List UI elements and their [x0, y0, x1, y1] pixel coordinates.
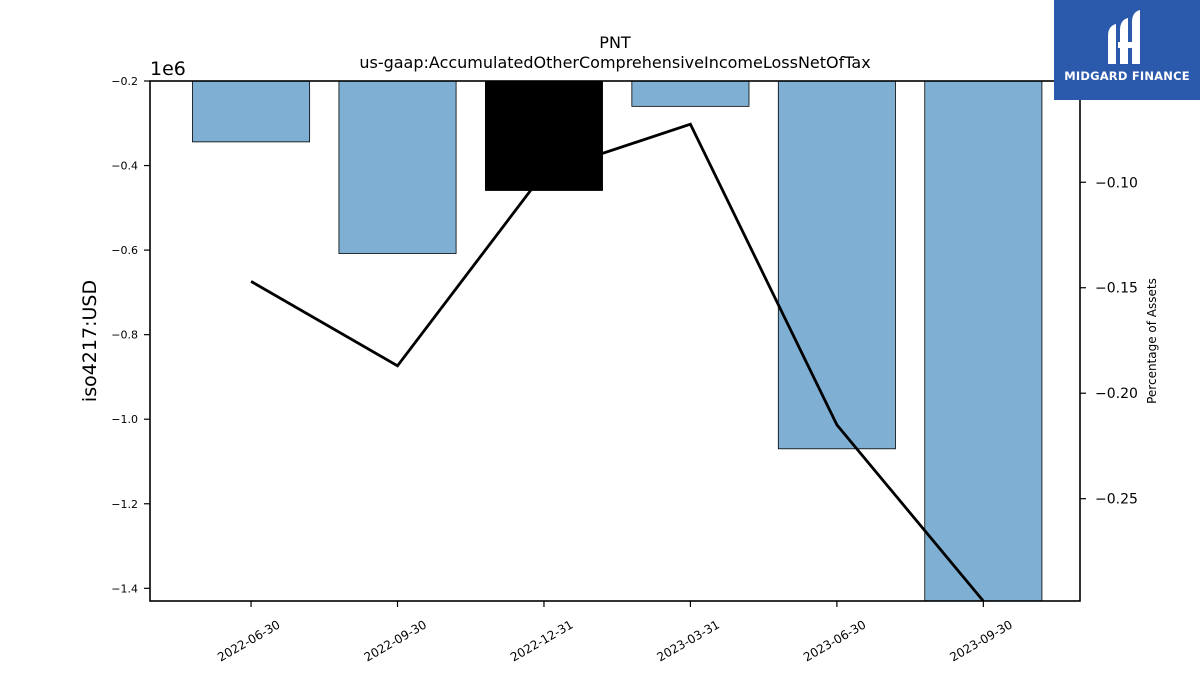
y-tick-label: −0.8 — [111, 329, 138, 342]
y-tick-label: −0.2 — [111, 75, 138, 88]
percentage-line — [250, 122, 985, 601]
y-axis-scale-label: 1e6 — [150, 58, 186, 80]
y2-tick-label: −0.15 — [1095, 281, 1138, 297]
y2-tick-label: −0.25 — [1095, 492, 1138, 508]
bar-2023-09-30 — [924, 81, 1043, 601]
x-tick-label: 2022-12-31 — [508, 617, 575, 664]
chart-title: PNT — [599, 33, 631, 52]
x-tick-label: 2023-09-30 — [947, 617, 1014, 664]
logo-text: MIDGARD FINANCE — [1064, 69, 1190, 83]
midgard-logo-icon — [1108, 10, 1140, 64]
x-tick-label: 2023-03-31 — [655, 617, 722, 664]
bar-2022-09-30 — [338, 81, 457, 254]
y-tick-label: −1.2 — [111, 498, 138, 511]
y2-axis-label: Percentage of Assets — [1145, 278, 1159, 404]
y-tick-label: −0.4 — [111, 160, 138, 173]
x-tick-label: 2022-09-30 — [362, 617, 429, 664]
bar-2022-06-30 — [192, 81, 311, 143]
x-tick-label: 2022-06-30 — [215, 617, 282, 664]
bar-2023-03-31 — [631, 81, 750, 107]
x-tick-label: 2023-06-30 — [801, 617, 868, 664]
y-axis-label: iso4217:USD — [79, 280, 101, 402]
y-tick-label: −1.4 — [111, 582, 138, 595]
bar-2023-06-30 — [777, 81, 896, 450]
y-tick-label: −0.6 — [111, 244, 138, 257]
plot-frame — [149, 80, 1081, 602]
y2-tick-label: −0.10 — [1095, 175, 1138, 191]
y-tick-label: −1.0 — [111, 413, 138, 426]
y2-tick-label: −0.20 — [1095, 386, 1138, 402]
chart-subtitle: us-gaap:AccumulatedOtherComprehensiveInc… — [359, 53, 870, 72]
midgard-finance-logo: MIDGARD FINANCE — [1054, 0, 1200, 100]
